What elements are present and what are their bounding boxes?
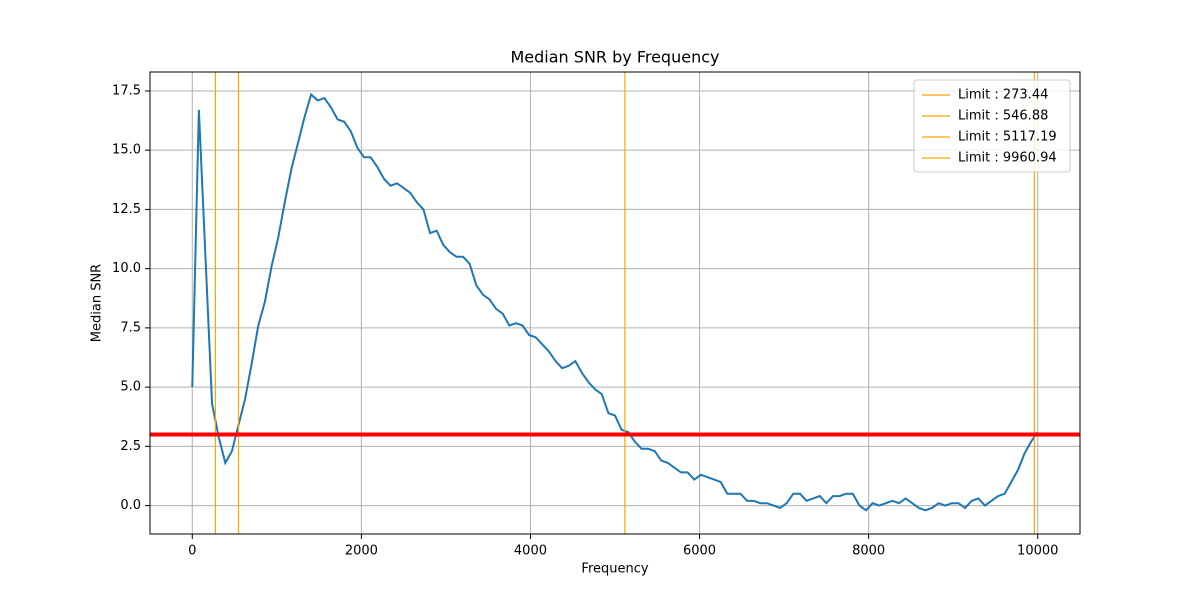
legend-label: Limit : 5117.19	[958, 130, 1057, 145]
y-tick-label: 17.5	[112, 83, 141, 98]
legend: Limit : 273.44 Limit : 546.88 Limit : 5117…	[913, 79, 1071, 173]
y-tick-label: 12.5	[112, 202, 141, 217]
y-tick-label: 0.0	[120, 498, 141, 513]
chart-title: Median SNR by Frequency	[511, 48, 720, 67]
x-tick-label: 8000	[852, 544, 885, 559]
y-tick-label: 7.5	[120, 320, 141, 335]
y-tick-label: 15.0	[112, 143, 141, 158]
y-tick-label: 5.0	[120, 380, 141, 395]
y-tick-label: 2.5	[120, 439, 141, 454]
x-tick-label: 2000	[345, 544, 378, 559]
data-line	[191, 92, 1039, 512]
x-tick-label: 4000	[514, 544, 547, 559]
legend-label: Limit : 546.88	[958, 109, 1048, 124]
legend-box	[913, 79, 1071, 173]
legend-label: Limit : 9960.94	[958, 151, 1057, 166]
y-tick-label: 10.0	[112, 261, 141, 276]
y-axis-label: Median SNR	[90, 264, 105, 342]
legend-label: Limit : 273.44	[958, 88, 1048, 103]
x-axis-label: Frequency	[581, 562, 648, 577]
x-tick-label: 10000	[1017, 544, 1058, 559]
plot-frame	[149, 71, 1081, 535]
x-tick-label: 0	[188, 544, 196, 559]
x-tick-label: 6000	[683, 544, 716, 559]
